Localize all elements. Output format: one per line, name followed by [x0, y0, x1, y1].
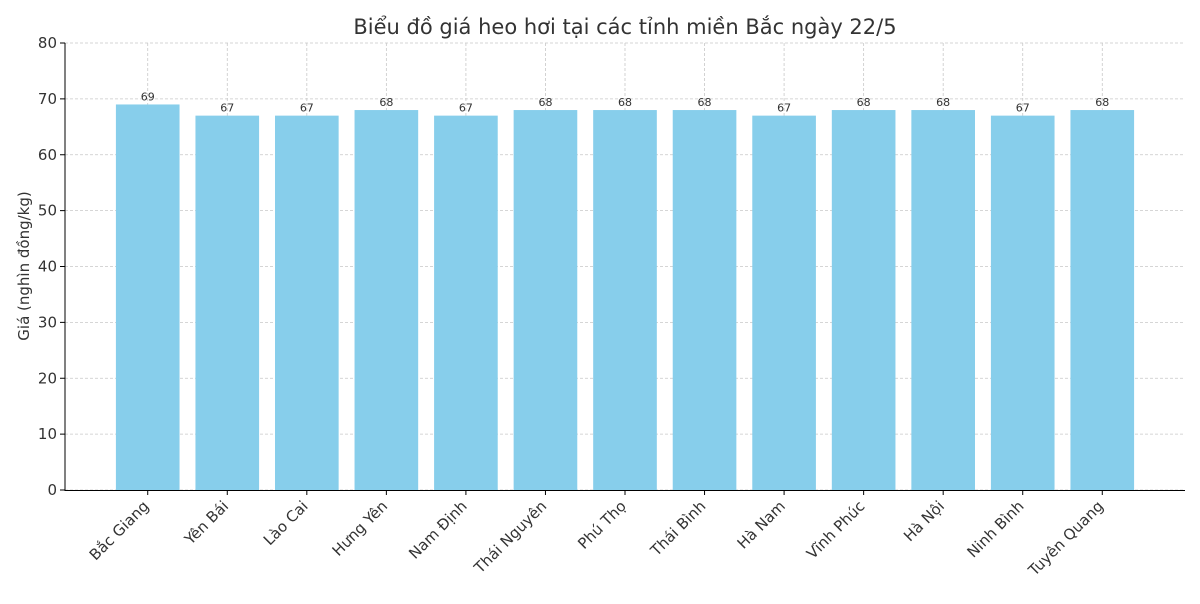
y-tick-label: 10: [38, 425, 57, 443]
x-tick-label: Ninh Bình: [963, 497, 1027, 561]
x-tick-label: Hà Nội: [900, 497, 948, 545]
bar: [354, 110, 419, 491]
chart-title: Biểu đồ giá heo hơi tại các tỉnh miền Bắ…: [353, 15, 896, 39]
bar: [831, 110, 896, 491]
data-label: 67: [459, 102, 473, 115]
x-ticks: Bắc Giang Yên Bái Lào Cai Hưng Yên Nam Định T…: [86, 490, 1107, 580]
x-tick-label: Thái Nguyên: [470, 497, 550, 577]
x-tick-label: Tuyên Quang: [1024, 497, 1107, 580]
y-tick-label: 60: [38, 146, 57, 164]
bar: [513, 110, 578, 491]
data-label: 67: [777, 102, 791, 115]
bar: [195, 115, 260, 490]
y-tick-label: 20: [38, 369, 57, 387]
bar: [1070, 110, 1135, 491]
data-label: 67: [1016, 102, 1030, 115]
bar: [990, 115, 1055, 490]
y-tick-label: 40: [38, 258, 57, 276]
data-label: 69: [141, 90, 155, 103]
y-tick-label: 0: [47, 481, 57, 499]
x-tick-label: Phú Thọ: [574, 497, 630, 553]
data-label: 68: [618, 96, 632, 109]
y-tick-label: 80: [38, 34, 57, 52]
data-label: 68: [698, 96, 712, 109]
x-tick-label: Lào Cai: [260, 497, 312, 549]
data-label: 68: [857, 96, 871, 109]
y-tick-label: 30: [38, 313, 57, 331]
y-axis-label: Giá (nghìn đồng/kg): [15, 191, 33, 340]
bar: [434, 115, 498, 490]
data-label: 68: [538, 96, 552, 109]
x-tick-label: Hưng Yên: [329, 497, 392, 560]
y-tick-label: 70: [38, 90, 57, 108]
x-tick-label: Thái Bình: [646, 497, 709, 560]
x-tick-label: Bắc Giang: [86, 497, 153, 564]
data-label: 67: [300, 102, 314, 115]
x-tick-label: Nam Định: [405, 497, 470, 562]
data-label: 67: [220, 102, 234, 115]
x-tick-label: Hà Nam: [734, 497, 789, 552]
data-label: 68: [379, 96, 393, 109]
y-tick-label: 50: [38, 202, 57, 220]
x-tick-label: Yên Bái: [180, 497, 232, 549]
bar: [115, 104, 180, 491]
data-label: 68: [936, 96, 950, 109]
x-tick-label: Vĩnh Phúc: [803, 497, 868, 562]
bar: [593, 110, 657, 491]
bar: [672, 110, 737, 491]
bars: 69 67 67 68 67 68 68 68 67 68 68 67 68: [115, 90, 1135, 491]
y-ticks: 0 10 20 30 40 50 60 70 80: [38, 34, 65, 499]
bar: [752, 115, 816, 490]
bar: [275, 115, 339, 490]
data-label: 68: [1095, 96, 1109, 109]
bar: [911, 110, 975, 491]
